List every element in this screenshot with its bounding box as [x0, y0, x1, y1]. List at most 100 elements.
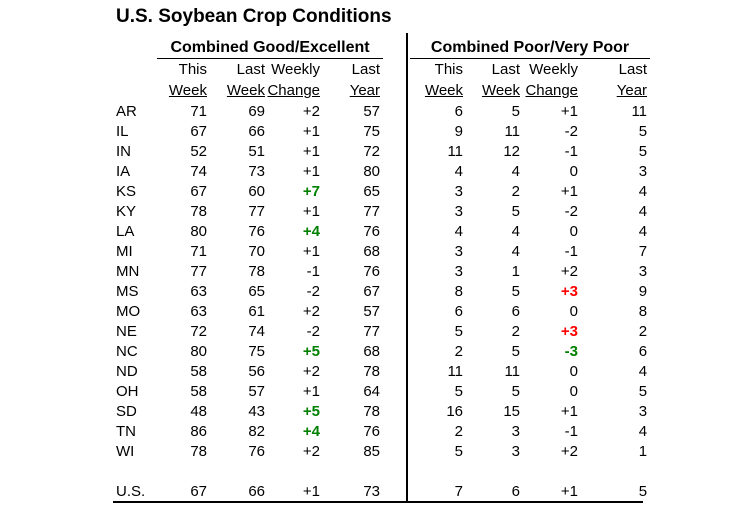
pp-this-week: 3 — [454, 182, 464, 200]
pp-last-week: 5 — [511, 282, 521, 300]
pp-last-year-header: Last — [618, 60, 648, 78]
gap-cell — [383, 201, 410, 221]
state-label: ND — [116, 362, 138, 380]
state-label: KS — [116, 182, 137, 200]
ge-last-year: 68 — [363, 242, 381, 260]
pp-weekly-change: +2 — [560, 442, 579, 460]
ge-last-year: 65 — [363, 182, 381, 200]
state-row: IN 52 51 +1 72 11 12 -1 5 — [113, 141, 650, 161]
ge-weekly-change: +5 — [302, 342, 320, 360]
ge-weekly-change: +2 — [302, 362, 320, 380]
ge-weekly-change: -1 — [306, 262, 320, 280]
pp-weekly-change: +3 — [560, 282, 579, 300]
ge-last-year: 64 — [363, 382, 381, 400]
pp-last-year: 1 — [638, 442, 648, 460]
pp-this-week: 4 — [454, 162, 464, 180]
pp-weekly-change-header: Change — [525, 81, 579, 99]
blank-cell — [113, 461, 650, 481]
ge-last-week: 75 — [248, 342, 265, 360]
pp-weekly-change: +1 — [560, 182, 579, 200]
ge-weekly-change: +4 — [302, 422, 320, 440]
ge-this-week: 71 — [190, 242, 207, 260]
ge-weekly-change-header: Weekly — [271, 60, 320, 78]
ge-last-year: 72 — [363, 142, 381, 160]
ge-this-week: 67 — [190, 182, 207, 200]
ge-last-year: 57 — [363, 302, 381, 320]
pp-this-week: 5 — [454, 322, 464, 340]
ge-last-week: 73 — [248, 162, 265, 180]
state-label: MI — [116, 242, 133, 260]
pp-weekly-change: -2 — [564, 202, 579, 220]
ge-last-year: 80 — [363, 162, 381, 180]
pp-weekly-change: 0 — [569, 222, 579, 240]
pp-last-year: 6 — [638, 342, 648, 360]
ge-this-week: 48 — [190, 402, 207, 420]
pp-last-year: 4 — [638, 202, 648, 220]
blank-cell — [113, 59, 157, 80]
gap-cell — [383, 121, 410, 141]
state-row: MI 71 70 +1 68 3 4 -1 7 — [113, 241, 650, 261]
pp-weekly-change: +2 — [560, 262, 579, 280]
ge-this-week: 86 — [190, 422, 207, 440]
pp-last-year: 5 — [638, 142, 648, 160]
pp-last-week: 4 — [511, 222, 521, 240]
pp-last-year-header: Year — [616, 81, 648, 99]
state-label: WI — [116, 442, 135, 460]
state-row: KS 67 60 +7 65 3 2 +1 4 — [113, 181, 650, 201]
column-header-row-2: Week Week Change Year Week Week Change Y… — [113, 79, 650, 101]
pp-last-week: 15 — [503, 402, 521, 420]
ge-this-week: 80 — [190, 222, 207, 240]
ge-last-year: 76 — [363, 222, 381, 240]
ge-last-week: 60 — [248, 182, 265, 200]
ge-last-week: 82 — [248, 422, 265, 440]
ge-this-week-header: Week — [168, 81, 207, 99]
gap-cell — [383, 101, 410, 121]
pp-last-year: 4 — [638, 422, 648, 440]
pp-this-week: 7 — [454, 482, 464, 500]
pp-this-week: 6 — [454, 102, 464, 120]
section-divider-line — [406, 33, 408, 502]
ge-weekly-change: +1 — [302, 382, 320, 400]
corner-blank-cell — [113, 37, 157, 59]
pp-last-week: 12 — [503, 142, 521, 160]
ge-last-week-header: Last — [236, 60, 265, 78]
pp-last-week: 5 — [511, 102, 521, 120]
gap-cell — [383, 341, 410, 361]
ge-last-year-header: Year — [349, 81, 381, 99]
pp-last-week: 5 — [511, 382, 521, 400]
ge-last-week: 43 — [248, 402, 265, 420]
gap-cell — [383, 79, 410, 101]
ge-last-year: 77 — [363, 202, 381, 220]
state-label: MS — [116, 282, 139, 300]
ge-last-week: 77 — [248, 202, 265, 220]
state-label: SD — [116, 402, 137, 420]
gap-cell — [383, 361, 410, 381]
state-row: LA 80 76 +4 76 4 4 0 4 — [113, 221, 650, 241]
pp-last-year: 5 — [638, 382, 648, 400]
pp-weekly-change: +1 — [560, 402, 579, 420]
gap-cell — [383, 241, 410, 261]
state-row: NE 72 74 -2 77 5 2 +3 2 — [113, 321, 650, 341]
crop-conditions-table: Combined Good/Excellent Combined Poor/Ve… — [113, 37, 651, 501]
state-label: IL — [116, 122, 129, 140]
ge-this-week: 63 — [190, 282, 207, 300]
gap-cell — [383, 261, 410, 281]
ge-this-week-header: This — [178, 60, 207, 78]
state-row: MO 63 61 +2 57 6 6 0 8 — [113, 301, 650, 321]
pp-this-week: 2 — [454, 422, 464, 440]
section-header-good-excellent: Combined Good/Excellent — [157, 37, 384, 59]
ge-last-year: 77 — [363, 322, 381, 340]
pp-this-week: 5 — [454, 442, 464, 460]
section-header-poor-very-poor: Combined Poor/Very Poor — [410, 37, 651, 59]
pp-this-week: 8 — [454, 282, 464, 300]
pp-last-year: 5 — [638, 122, 648, 140]
pp-this-week-header: Week — [424, 81, 464, 99]
pp-this-week: 2 — [454, 342, 464, 360]
ge-this-week: 74 — [190, 162, 207, 180]
state-label: LA — [116, 222, 135, 240]
pp-last-year: 2 — [638, 322, 648, 340]
pp-last-year: 9 — [638, 282, 648, 300]
pp-last-week: 1 — [511, 262, 521, 280]
state-label: MN — [116, 262, 140, 280]
gap-cell — [383, 161, 410, 181]
